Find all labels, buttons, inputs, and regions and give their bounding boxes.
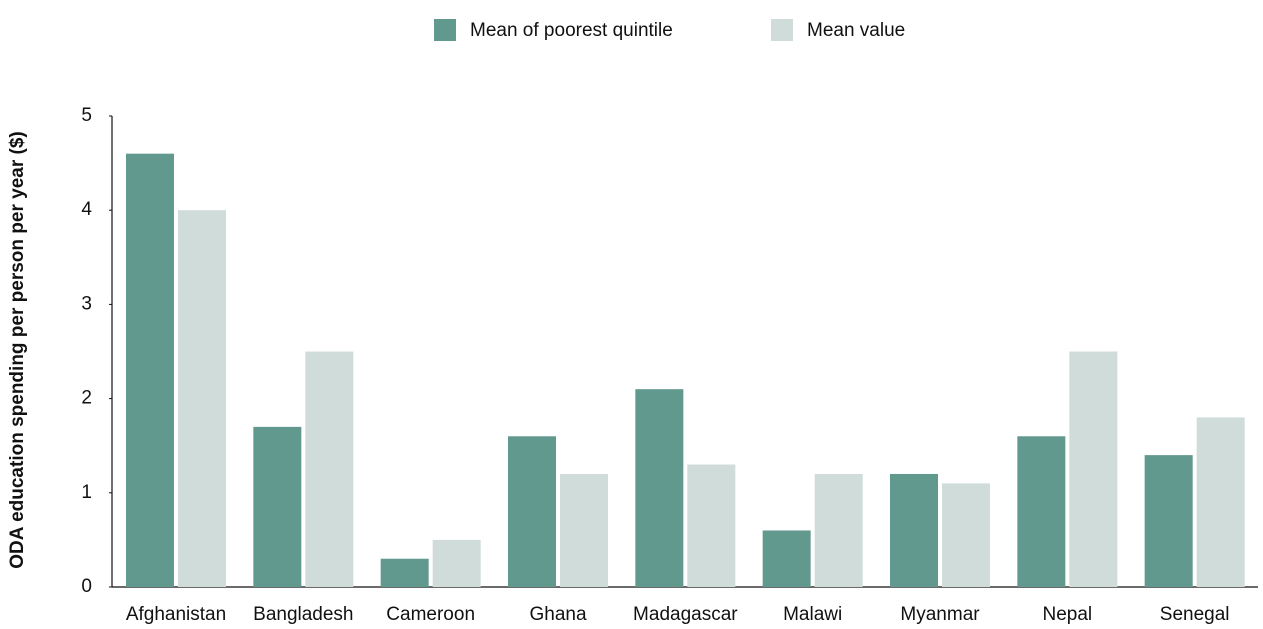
x-tick-label: Afghanistan [126, 604, 226, 625]
bar [126, 153, 174, 587]
x-tick-label: Senegal [1160, 604, 1230, 625]
bar [508, 436, 556, 587]
bar [1017, 436, 1066, 587]
y-tick-label: 1 [81, 482, 92, 503]
y-tick-label: 0 [81, 576, 92, 597]
y-tick-label: 3 [81, 293, 92, 314]
bar [942, 483, 990, 587]
bar [253, 426, 302, 587]
x-tick-label: Ghana [529, 604, 586, 625]
y-tick-label: 5 [81, 105, 92, 126]
bar [560, 473, 608, 587]
x-tick-label: Cameroon [386, 604, 475, 625]
x-tick-label: Malawi [783, 604, 842, 625]
x-tick-label: Myanmar [900, 604, 980, 625]
legend-label: Mean of poorest quintile [470, 20, 673, 41]
bar [762, 530, 811, 587]
x-tick-label: Bangladesh [253, 604, 353, 625]
legend-swatch [771, 19, 793, 41]
legend-swatch [434, 19, 456, 41]
bar [432, 539, 481, 587]
bar [1196, 417, 1245, 587]
x-tick-label: Madagascar [633, 604, 738, 625]
x-tick-label: Nepal [1043, 604, 1093, 625]
bar [814, 473, 863, 587]
y-axis-label: ODA education spending per person per ye… [7, 131, 28, 568]
bar [178, 210, 226, 587]
bar [890, 473, 938, 587]
bar [635, 389, 684, 587]
legend-label: Mean value [807, 20, 905, 41]
bar [380, 558, 429, 587]
bar [305, 351, 354, 587]
bar [1144, 455, 1193, 587]
y-tick-label: 2 [81, 388, 92, 409]
bar [687, 464, 736, 587]
bar [1069, 351, 1118, 587]
y-tick-label: 4 [81, 199, 92, 220]
